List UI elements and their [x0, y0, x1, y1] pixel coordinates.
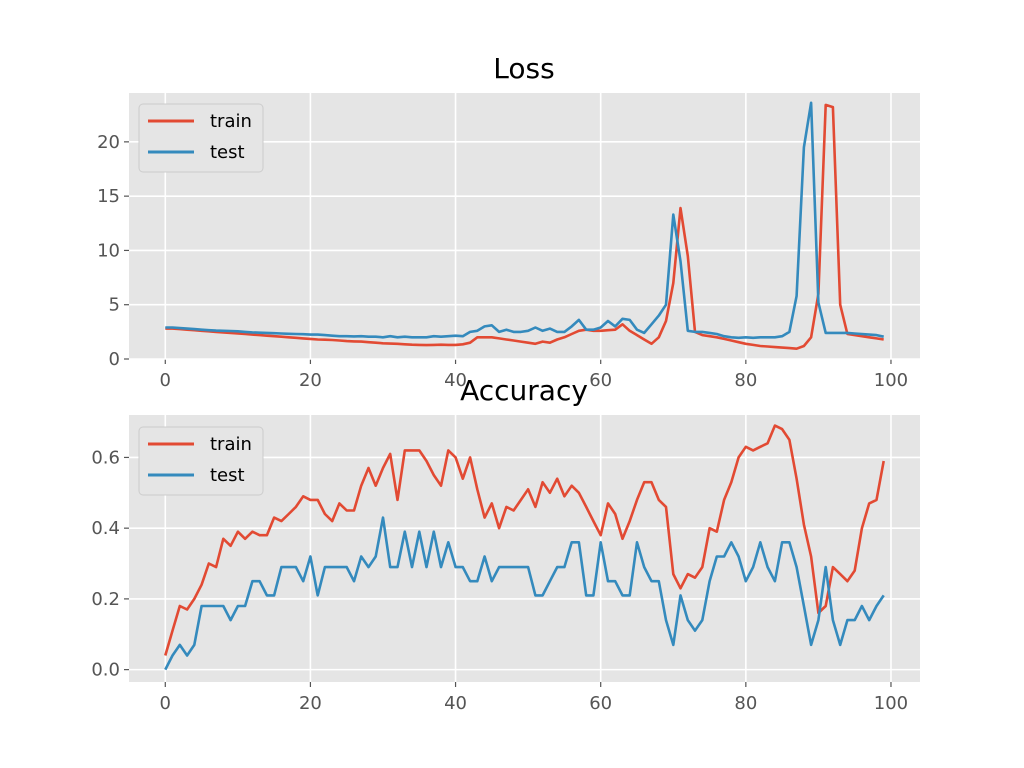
- accuracy-legend: train test: [138, 426, 264, 496]
- loss-y-tick-label: 20: [97, 132, 120, 153]
- loss-chart: Loss 0 20 40 60 80 100 0 5 10 15 20 train test: [97, 52, 920, 391]
- loss-x-tick-label: 60: [589, 370, 612, 391]
- accuracy-train-series-line: [164, 424, 885, 656]
- loss-y-tick-label: 15: [97, 186, 120, 207]
- accuracy-title: Accuracy: [460, 374, 588, 407]
- accuracy-x-tick-label: 40: [444, 693, 467, 714]
- loss-x-tick-label: 20: [299, 370, 322, 391]
- loss-y-tick-label: 0: [109, 349, 120, 370]
- accuracy-legend-train-label: train: [210, 434, 252, 455]
- accuracy-x-tick-label: 20: [299, 693, 322, 714]
- accuracy-x-tick-label: 80: [734, 693, 757, 714]
- loss-x-tick-label: 40: [444, 370, 467, 391]
- accuracy-test-series-line: [164, 516, 885, 671]
- loss-test-series-line: [165, 101, 884, 340]
- accuracy-x-tick-label: 0: [160, 693, 171, 714]
- accuracy-chart: 0 20 40 60 80 100 0.0 0.2 0.4 0.6 Accuracy train …: [91, 374, 920, 714]
- accuracy-y-tick-label: 0.0: [91, 660, 120, 681]
- accuracy-y-tick-label: 0.2: [91, 589, 120, 610]
- accuracy-legend-test-label: test: [210, 465, 245, 486]
- accuracy-y-tick-label: 0.6: [91, 447, 120, 468]
- loss-title: Loss: [493, 52, 554, 85]
- loss-legend-test-label: test: [210, 142, 245, 163]
- accuracy-y-tick-label: 0.4: [91, 518, 120, 539]
- loss-legend: train test: [138, 103, 264, 173]
- loss-y-tick-label: 5: [109, 295, 120, 316]
- loss-train-series-line: [165, 103, 884, 351]
- loss-x-tick-label: 80: [734, 370, 757, 391]
- loss-y-tick-label: 10: [97, 240, 120, 261]
- loss-x-tick-label: 100: [874, 370, 908, 391]
- loss-legend-train-label: train: [210, 111, 252, 132]
- accuracy-x-tick-label: 100: [874, 693, 908, 714]
- loss-x-tick-label: 0: [160, 370, 171, 391]
- accuracy-x-tick-label: 60: [589, 693, 612, 714]
